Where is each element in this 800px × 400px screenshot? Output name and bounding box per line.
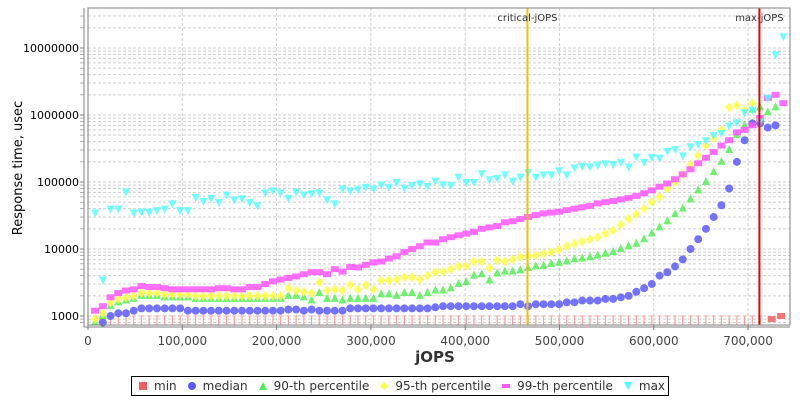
legend-item-median: median bbox=[187, 379, 248, 393]
y-tick-label: 100000 bbox=[37, 176, 79, 189]
y-tick-label: 10000 bbox=[44, 243, 79, 256]
legend-label: max bbox=[638, 379, 666, 393]
chart-legend: min median 90-th percentile 95-th percentil… bbox=[131, 376, 669, 396]
max-jops-label: max-jOPS bbox=[735, 13, 783, 24]
min-stems bbox=[93, 315, 763, 325]
y-tick-label: 1000000 bbox=[30, 109, 79, 122]
x-axis-ticks: 0 100,000 200,000 300,000 400,000 500,000 600,… bbox=[83, 8, 790, 348]
triangle-up-icon bbox=[258, 382, 267, 390]
diamond-icon bbox=[380, 382, 389, 390]
plot-frame bbox=[87, 7, 791, 326]
y-axis-ticks: 1000 10000 100000 1000000 10000000 bbox=[23, 15, 84, 323]
annotation-lines: critical-jOPS max-jOPS bbox=[497, 8, 784, 325]
x-tick-label: 600,000 bbox=[629, 334, 679, 348]
x-tick-label: 700,000 bbox=[723, 334, 773, 348]
legend-item-max: max bbox=[623, 379, 665, 393]
x-tick-label: 500,000 bbox=[535, 334, 585, 348]
x-tick-label: 0 bbox=[84, 334, 92, 348]
legend-item-99-th-percentile: 99-th percentile bbox=[501, 379, 613, 393]
x-axis-label: jOPS bbox=[414, 348, 455, 366]
y-tick-label: 1000 bbox=[51, 310, 79, 323]
square-icon bbox=[139, 382, 147, 390]
legend-label: median bbox=[202, 379, 248, 393]
legend-label: 95-th percentile bbox=[395, 379, 492, 393]
legend-label: min bbox=[154, 379, 177, 393]
triangle-down-icon bbox=[623, 382, 632, 390]
data-points bbox=[91, 33, 788, 327]
square-icon bbox=[502, 384, 511, 388]
y-axis-label: Response time, usec bbox=[11, 101, 26, 235]
legend-item-90-th-percentile: 90-th percentile bbox=[258, 379, 370, 393]
x-tick-label: 400,000 bbox=[440, 334, 490, 348]
x-tick-label: 200,000 bbox=[252, 334, 302, 348]
y-tick-label: 10000000 bbox=[23, 42, 79, 55]
x-tick-label: 100,000 bbox=[157, 334, 207, 348]
x-tick-label: 300,000 bbox=[346, 334, 396, 348]
circle-icon bbox=[187, 382, 196, 390]
legend-item-min: min bbox=[138, 379, 177, 393]
critical-jops-label: critical-jOPS bbox=[497, 13, 557, 24]
legend-item-95-th-percentile: 95-th percentile bbox=[379, 379, 491, 393]
legend-label: 99-th percentile bbox=[517, 379, 613, 393]
legend-label: 90-th percentile bbox=[273, 379, 370, 393]
